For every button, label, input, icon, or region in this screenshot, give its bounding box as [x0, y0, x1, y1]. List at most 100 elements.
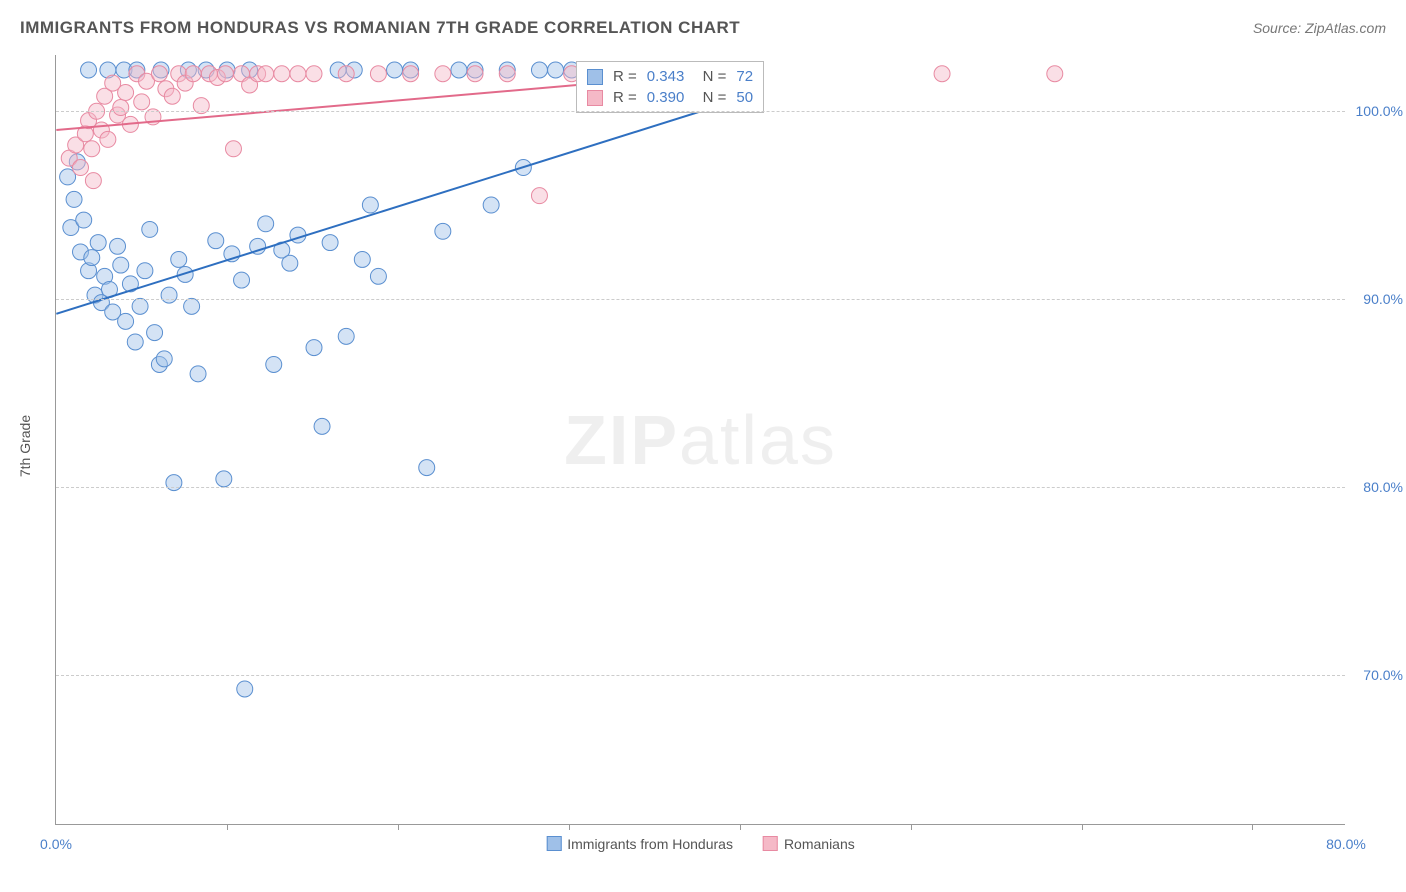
stats-row: R =0.390 N =50 [577, 87, 763, 108]
gridline-horizontal [56, 299, 1345, 300]
data-point [435, 66, 451, 82]
data-point [266, 356, 282, 372]
data-point [84, 250, 100, 266]
gridline-horizontal [56, 675, 1345, 676]
data-point [134, 94, 150, 110]
gridline-horizontal [56, 487, 1345, 488]
stat-r-value: 0.343 [647, 68, 685, 85]
data-point [354, 251, 370, 267]
gridline-horizontal [56, 111, 1345, 112]
data-point [76, 212, 92, 228]
data-point [531, 62, 547, 78]
data-point [217, 66, 233, 82]
data-point [234, 272, 250, 288]
data-point [314, 418, 330, 434]
data-point [142, 221, 158, 237]
data-point [110, 238, 126, 254]
stats-box: R =0.343 N =72R =0.390 N =50 [576, 61, 764, 113]
plot-svg [56, 55, 1345, 824]
x-tick-minor [740, 824, 741, 830]
data-point [151, 66, 167, 82]
data-point [290, 66, 306, 82]
legend-swatch [587, 69, 603, 85]
data-point [338, 66, 354, 82]
x-tick-minor [398, 824, 399, 830]
data-point [113, 100, 129, 116]
data-point [322, 235, 338, 251]
legend-label: Romanians [784, 836, 855, 852]
data-point [166, 475, 182, 491]
data-point [100, 131, 116, 147]
legend-item: Immigrants from Honduras [546, 836, 733, 852]
data-point [132, 298, 148, 314]
title-bar: IMMIGRANTS FROM HONDURAS VS ROMANIAN 7TH… [20, 18, 1386, 38]
data-point [156, 351, 172, 367]
stat-n-value: 72 [736, 68, 753, 85]
data-point [370, 268, 386, 284]
data-point [118, 85, 134, 101]
data-point [164, 88, 180, 104]
data-point [66, 191, 82, 207]
x-tick-minor [227, 824, 228, 830]
data-point [81, 62, 97, 78]
legend-label: Immigrants from Honduras [567, 836, 733, 852]
plot-area: ZIPatlas R =0.343 N =72R =0.390 N =50 Im… [55, 55, 1345, 825]
legend-bottom: Immigrants from Honduras Romanians [546, 836, 855, 852]
data-point [338, 328, 354, 344]
data-point [225, 141, 241, 157]
stat-r-value: 0.390 [647, 89, 685, 106]
data-point [370, 66, 386, 82]
data-point [237, 681, 253, 697]
data-point [282, 255, 298, 271]
data-point [137, 263, 153, 279]
data-point [419, 460, 435, 476]
data-point [467, 66, 483, 82]
data-point [161, 287, 177, 303]
trend-line [56, 96, 748, 314]
data-point [306, 66, 322, 82]
data-point [362, 197, 378, 213]
data-point [483, 197, 499, 213]
x-tick-minor [569, 824, 570, 830]
x-tick-label: 0.0% [40, 836, 72, 852]
chart-title: IMMIGRANTS FROM HONDURAS VS ROMANIAN 7TH… [20, 18, 740, 38]
data-point [127, 334, 143, 350]
y-tick-label: 90.0% [1363, 291, 1403, 307]
data-point [435, 223, 451, 239]
data-point [531, 188, 547, 204]
data-point [185, 66, 201, 82]
data-point [274, 66, 290, 82]
source-label: Source: [1253, 20, 1301, 36]
y-tick-label: 70.0% [1363, 667, 1403, 683]
stat-n-label: N = [694, 68, 726, 85]
legend-item: Romanians [763, 836, 855, 852]
x-tick-minor [911, 824, 912, 830]
data-point [90, 235, 106, 251]
data-point [171, 251, 187, 267]
data-point [499, 66, 515, 82]
x-tick-minor [1082, 824, 1083, 830]
data-point [73, 160, 89, 176]
y-tick-label: 80.0% [1363, 479, 1403, 495]
y-axis-title: 7th Grade [17, 415, 33, 477]
stat-r-label: R = [613, 89, 637, 106]
data-point [84, 141, 100, 157]
data-point [403, 66, 419, 82]
y-tick-label: 100.0% [1356, 103, 1403, 119]
x-tick-label: 80.0% [1326, 836, 1366, 852]
stat-r-label: R = [613, 68, 637, 85]
data-point [1047, 66, 1063, 82]
data-point [451, 62, 467, 78]
source-credit: Source: ZipAtlas.com [1253, 20, 1386, 36]
legend-swatch [546, 836, 561, 851]
data-point [184, 298, 200, 314]
data-point [258, 216, 274, 232]
data-point [147, 325, 163, 341]
data-point [208, 233, 224, 249]
data-point [258, 66, 274, 82]
data-point [387, 62, 403, 78]
data-point [216, 471, 232, 487]
source-name: ZipAtlas.com [1305, 20, 1386, 36]
legend-swatch [763, 836, 778, 851]
data-point [306, 340, 322, 356]
